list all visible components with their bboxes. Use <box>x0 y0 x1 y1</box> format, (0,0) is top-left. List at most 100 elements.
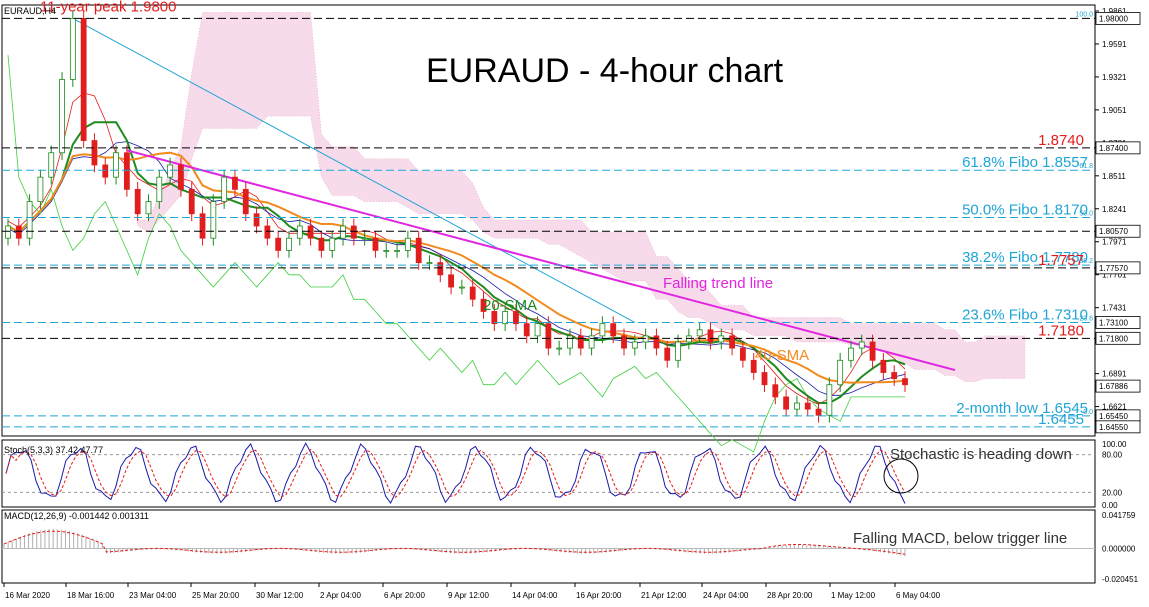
candle-body <box>426 262 433 265</box>
candle-body <box>26 201 33 239</box>
candle-body <box>513 311 519 325</box>
candle-body <box>15 225 22 239</box>
x-tick-label: 30 Mar 12:00 <box>256 591 304 600</box>
candle-body <box>480 298 487 312</box>
candle-body <box>210 201 217 239</box>
candle-body <box>891 372 898 380</box>
candle-body <box>448 274 454 288</box>
sma20-label: 20-SMA <box>483 297 537 314</box>
candle-body <box>880 359 887 373</box>
level-label: 1.8740 <box>1038 132 1084 149</box>
candle-body <box>545 323 552 349</box>
candle-body <box>318 237 325 251</box>
macd-signal-line <box>3 530 906 555</box>
level-label: 61.8% Fibo 1.8557 <box>962 154 1088 171</box>
candle-body <box>523 323 530 337</box>
candle-body <box>253 213 260 227</box>
candle-body <box>469 286 476 300</box>
candle-body <box>902 378 908 386</box>
level-label: 11-year peak 1.9800 <box>40 0 177 15</box>
candle-body <box>264 225 271 239</box>
stoch-signal-line <box>5 448 906 498</box>
fibo-percent-label: 61.8 <box>1079 163 1093 170</box>
candle-body <box>437 262 444 276</box>
candle-body <box>404 237 411 251</box>
candle-body <box>102 164 109 178</box>
candle-body <box>729 335 735 349</box>
candle-body <box>653 335 660 349</box>
x-tick-label: 14 Apr 04:00 <box>512 591 558 600</box>
candle-body <box>91 140 98 166</box>
y-tick-label: 1.8241 <box>1102 205 1127 214</box>
price-box-label: 1.67886 <box>1099 382 1128 391</box>
price-box <box>1095 331 1141 345</box>
candle-body <box>221 176 228 202</box>
candle-body <box>534 323 541 337</box>
y-tick-label: 1.7431 <box>1102 304 1127 313</box>
y-tick-label: 1.6621 <box>1102 403 1127 412</box>
y-tick-label: 1.9591 <box>1102 40 1127 49</box>
candle-body <box>739 347 746 361</box>
candle-body <box>415 237 422 264</box>
candle-body <box>113 152 119 178</box>
price-box <box>1095 261 1141 275</box>
price-box-label: 1.73100 <box>1099 318 1128 327</box>
price-box <box>1095 316 1141 329</box>
price-box-label: 1.64550 <box>1099 423 1128 432</box>
y-tick-label: 1.7701 <box>1102 271 1127 280</box>
symbol-label: EURAUD,H4 <box>4 6 56 16</box>
chart-title: EURAUD - 4-hour chart <box>426 52 784 90</box>
candle-body <box>242 188 249 215</box>
y-tick-label: 1.8511 <box>1102 172 1126 181</box>
level-label: 50.0% Fibo 1.8170 <box>962 201 1088 218</box>
candle-body <box>837 359 844 386</box>
candle-body <box>307 225 314 239</box>
stoch-highlight-circle <box>883 458 919 494</box>
candle-body <box>631 341 638 349</box>
candle-body <box>80 18 87 141</box>
candle-body <box>5 225 11 239</box>
x-tick-label: 2 Apr 04:00 <box>320 591 361 600</box>
candle-body <box>37 176 44 202</box>
price-box-label: 1.77570 <box>1099 264 1128 273</box>
candle-body <box>761 372 768 386</box>
price-box <box>1095 12 1141 25</box>
stoch-annotation: Stochastic is heading down <box>890 446 1072 463</box>
candle-body <box>642 335 649 343</box>
y-tick-label: 1.9321 <box>1102 73 1127 82</box>
candle-body <box>123 152 130 190</box>
candle-body <box>772 384 779 398</box>
fibo-percent-label: 38.2 <box>1079 258 1093 265</box>
candle-body <box>167 164 174 178</box>
candle-body <box>286 237 292 251</box>
candle-body <box>340 225 346 239</box>
x-tick-label: 1 May 12:00 <box>831 591 876 600</box>
candle-body <box>858 341 865 349</box>
x-tick-label: 21 Apr 12:00 <box>641 591 687 600</box>
y-tick-label: 1.9051 <box>1102 106 1127 115</box>
candle-body <box>502 311 509 325</box>
level-label: 1.7757 <box>1038 252 1084 269</box>
candle-body <box>621 335 627 349</box>
candlestick-series <box>5 11 908 423</box>
candle-body <box>718 335 725 343</box>
macd-tick-label: -0.020451 <box>1102 575 1139 584</box>
price-box <box>1095 420 1141 434</box>
candle-body <box>567 335 573 349</box>
price-box-label: 1.80570 <box>1099 227 1128 236</box>
candle-body <box>350 225 357 239</box>
macd-tick-label: 0.041759 <box>1102 511 1136 520</box>
stoch-tick-label: 80.00 <box>1102 451 1123 460</box>
price-box <box>1095 379 1141 393</box>
level-label: 23.6% Fibo 1.7310 <box>962 306 1088 323</box>
candle-body <box>134 188 141 215</box>
stoch-main-line <box>5 442 906 504</box>
x-tick-label: 28 Apr 20:00 <box>767 591 813 600</box>
x-tick-label: 18 Mar 16:00 <box>67 591 115 600</box>
candle-body <box>794 402 800 410</box>
ichimoku-cloud <box>137 12 1026 382</box>
price-box-label: 1.98000 <box>1099 14 1128 23</box>
candle-body <box>577 335 584 349</box>
candle-body <box>804 402 811 410</box>
